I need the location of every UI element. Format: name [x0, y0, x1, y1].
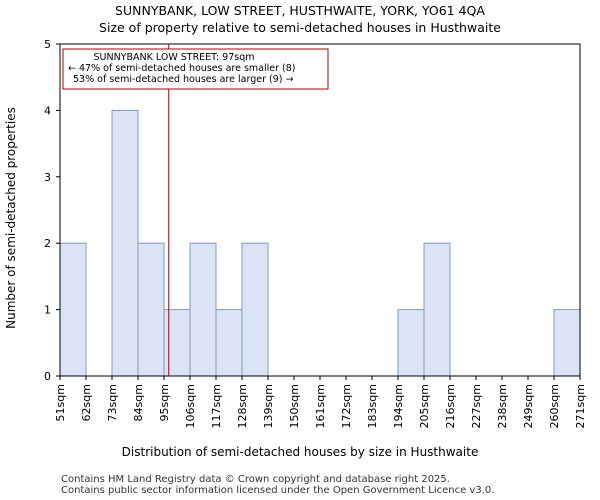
x-tick-label: 249sqm — [522, 384, 535, 428]
x-tick-label: 271sqm — [574, 384, 587, 428]
y-tick-label: 2 — [44, 237, 51, 250]
y-tick-label: 1 — [44, 304, 51, 317]
annotation-line-1: SUNNYBANK LOW STREET: 97sqm — [94, 52, 255, 63]
x-tick-label: 128sqm — [236, 384, 249, 428]
x-tick-label: 139sqm — [262, 384, 275, 428]
x-tick-label: 194sqm — [392, 384, 405, 428]
annotation-box: SUNNYBANK LOW STREET: 97sqm ← 47% of sem… — [62, 48, 329, 90]
x-tick-label: 183sqm — [366, 384, 379, 428]
histogram-bar — [423, 242, 451, 377]
annotation-frame — [62, 48, 329, 90]
annotation-line-2: ← 47% of semi-detached houses are smalle… — [68, 63, 296, 74]
x-axis-label: Distribution of semi-detached houses by … — [122, 445, 479, 459]
x-tick-label: 227sqm — [470, 384, 483, 428]
footer-copyright: Contains HM Land Registry data © Crown c… — [61, 474, 450, 485]
y-tick-label: 4 — [44, 104, 51, 117]
histogram-bar — [553, 309, 581, 377]
x-tick-label: 84sqm — [132, 384, 145, 421]
x-tick-label: 205sqm — [418, 384, 431, 428]
x-tick-label: 62sqm — [80, 384, 93, 421]
footer-licence: Contains public sector information licen… — [61, 485, 495, 496]
chart-subtitle: Size of property relative to semi-detach… — [99, 20, 501, 35]
chart-title: SUNNYBANK, LOW STREET, HUSTHWAITE, YORK,… — [115, 3, 485, 18]
histogram-bar — [59, 242, 87, 377]
x-tick-label: 260sqm — [548, 384, 561, 428]
x-tick-label: 150sqm — [288, 384, 301, 428]
x-tick-label: 106sqm — [184, 384, 197, 428]
y-axis-label: Number of semi-detached properties — [4, 107, 18, 329]
y-tick-label: 5 — [44, 38, 51, 51]
y-ticks: 0 1 2 3 4 5 — [44, 38, 60, 383]
x-tick-label: 95sqm — [158, 384, 171, 421]
x-tick-label: 117sqm — [210, 384, 223, 428]
histogram-bar — [189, 242, 217, 377]
histogram-bar — [215, 309, 243, 377]
histogram-bar — [163, 309, 191, 377]
x-ticks: 51sqm 62sqm 73sqm 84sqm 95sqm 106sqm 117sqm 128… — [54, 376, 587, 428]
histogram-bar — [241, 242, 269, 377]
x-tick-label: 73sqm — [106, 384, 119, 421]
y-tick-label: 0 — [44, 370, 51, 383]
histogram-bar — [111, 109, 139, 377]
plot-frame — [59, 43, 581, 377]
x-tick-label: 216sqm — [444, 384, 457, 428]
x-tick-label: 51sqm — [54, 384, 67, 421]
annotation-line-3: 53% of semi-detached houses are larger (… — [73, 74, 293, 85]
x-tick-label: 238sqm — [496, 384, 509, 428]
x-tick-label: 161sqm — [314, 384, 327, 428]
x-tick-label: 172sqm — [340, 384, 353, 428]
histogram-bar — [137, 242, 165, 377]
histogram-bar — [397, 309, 425, 377]
bars-group — [59, 109, 581, 377]
y-tick-label: 3 — [44, 171, 51, 184]
